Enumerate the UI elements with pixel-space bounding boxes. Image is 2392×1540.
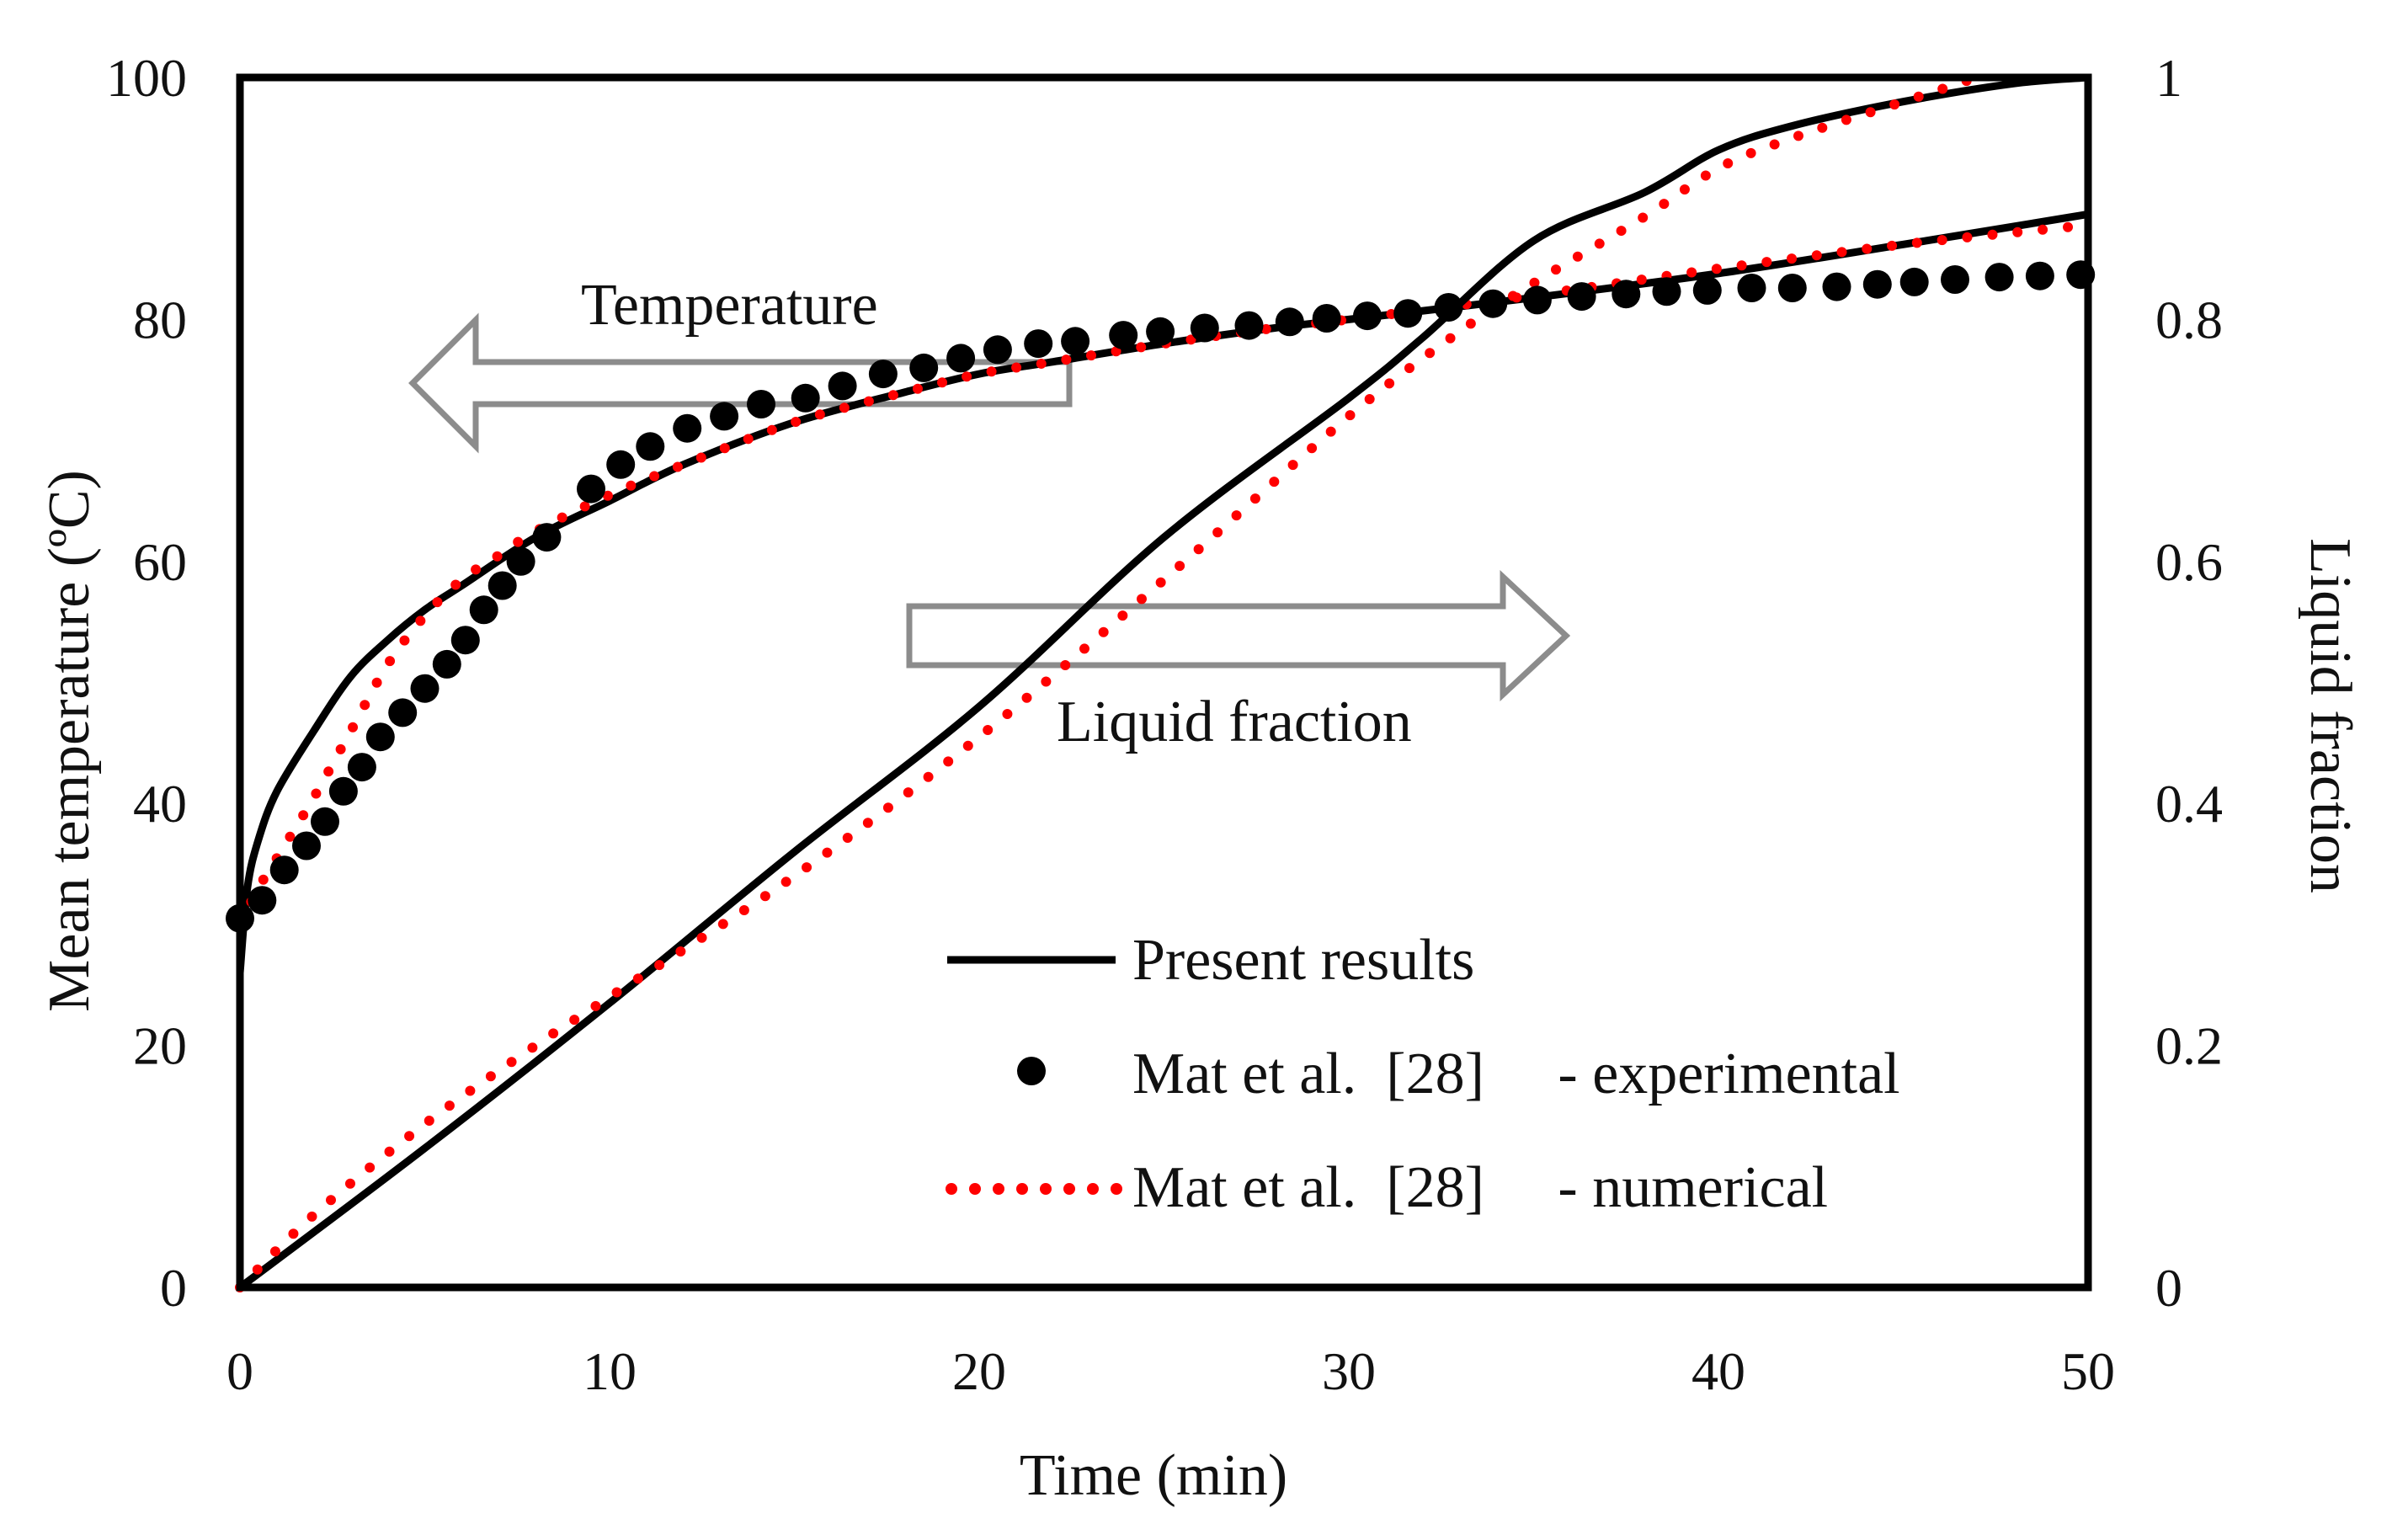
experimental-point-5 <box>328 776 358 806</box>
x-tick-label-40: 40 <box>1691 1341 1745 1401</box>
experimental-point-22 <box>791 383 820 413</box>
y-right-tick-label-0-4: 0.4 <box>2155 774 2223 834</box>
experimental-point-19 <box>673 413 702 443</box>
experimental-point-21 <box>747 390 775 418</box>
legend-red-dot-7 <box>1111 1183 1122 1195</box>
legend: Present results Mat et al. [28] - experi… <box>946 928 1900 1220</box>
experimental-point-11 <box>450 626 480 655</box>
y-left-tick-label-60: 60 <box>133 532 187 592</box>
y-left-tick-label-80: 80 <box>133 290 187 349</box>
experimental-point-32 <box>1190 313 1219 343</box>
liquid-fraction-arrow <box>906 569 1571 702</box>
experimental-point-29 <box>1061 327 1090 356</box>
y-left-tick-label-40: 40 <box>133 774 187 834</box>
legend-label-experimental: Mat et al. [28] - experimental <box>1132 1042 1900 1106</box>
experimental-point-1 <box>248 886 277 915</box>
experimental-point-34 <box>1275 307 1304 337</box>
experimental-point-28 <box>1024 329 1053 359</box>
y-axis-title-left: Mean temperature (ºC) <box>37 470 102 1012</box>
experimental-point-46 <box>1777 274 1807 302</box>
y-right-tick-label-0-2: 0.2 <box>2155 1016 2223 1076</box>
experimental-point-23 <box>828 371 857 401</box>
experimental-point-42 <box>1612 280 1641 309</box>
experimental-point-10 <box>432 649 461 679</box>
experimental-point-47 <box>1822 272 1851 301</box>
tick-labels: 0 10 20 30 40 50 0 20 40 60 80 100 0 0.2 0.4 0.6 0.8 1 <box>106 48 2223 1401</box>
experimental-point-50 <box>1941 265 1969 294</box>
legend-label-numerical: Mat et al. [28] - numerical <box>1132 1155 1828 1220</box>
series-line-liquid-fraction-solid <box>236 73 2092 1292</box>
experimental-point-48 <box>1862 269 1892 299</box>
liquid-fraction-annotation: Liquid fraction <box>1057 690 1412 754</box>
experimental-point-44 <box>1692 275 1722 305</box>
experimental-point-45 <box>1737 274 1766 302</box>
x-tick-label-0: 0 <box>226 1341 253 1401</box>
experimental-point-41 <box>1567 282 1596 312</box>
experimental-point-7 <box>365 722 395 752</box>
experimental-point-37 <box>1393 299 1423 328</box>
legend-red-dot-0 <box>946 1183 957 1195</box>
y-right-tick-label-0-8: 0.8 <box>2155 290 2223 349</box>
experimental-point-14 <box>506 546 535 576</box>
legend-red-dot-4 <box>1040 1183 1052 1195</box>
experimental-point-18 <box>636 432 665 461</box>
experimental-point-13 <box>487 571 517 600</box>
experimental-point-25 <box>909 353 939 382</box>
experimental-point-4 <box>311 807 339 836</box>
x-tick-label-20: 20 <box>952 1341 1006 1401</box>
experimental-point-39 <box>1478 289 1508 318</box>
experimental-point-6 <box>347 753 376 782</box>
legend-red-dot-3 <box>1016 1183 1028 1195</box>
legend-red-dot-1 <box>969 1183 981 1195</box>
series-markers <box>226 260 2096 933</box>
series-line-liquid-fraction-dotted <box>235 72 1983 1292</box>
experimental-point-8 <box>388 698 418 727</box>
legend-label-present-results: Present results <box>1132 928 1474 993</box>
experimental-point-33 <box>1234 311 1264 340</box>
legend-red-dot-5 <box>1063 1183 1075 1195</box>
experimental-point-9 <box>410 674 440 703</box>
experimental-point-15 <box>532 523 562 552</box>
experimental-point-43 <box>1652 277 1681 306</box>
y-left-tick-label-20: 20 <box>133 1016 187 1076</box>
y-left-tick-label-0: 0 <box>160 1258 187 1318</box>
experimental-point-16 <box>577 474 605 504</box>
experimental-point-24 <box>868 360 898 389</box>
experimental-point-26 <box>946 344 976 373</box>
y-right-tick-label-0-6: 0.6 <box>2155 532 2223 592</box>
experimental-point-30 <box>1109 321 1138 350</box>
x-tick-label-10: 10 <box>583 1341 637 1401</box>
x-axis-title: Time (min) <box>1020 1443 1287 1508</box>
y-right-tick-label-0: 0 <box>2155 1258 2182 1318</box>
x-tick-label-30: 30 <box>1322 1341 1376 1401</box>
temperature-annotation: Temperature <box>581 273 878 338</box>
y-left-tick-label-100: 100 <box>106 48 187 108</box>
experimental-point-52 <box>2025 261 2054 290</box>
temperature-arrow <box>408 312 1073 454</box>
experimental-point-3 <box>292 831 321 861</box>
experimental-point-27 <box>983 335 1012 365</box>
legend-red-dot-6 <box>1087 1183 1099 1195</box>
experimental-point-20 <box>710 402 739 431</box>
y-right-tick-label-1: 1 <box>2155 48 2182 108</box>
legend-swatch-experimental <box>1017 1057 1046 1085</box>
experimental-point-36 <box>1353 301 1382 331</box>
plot-frame <box>236 73 2092 1292</box>
experimental-point-12 <box>469 595 498 625</box>
experimental-point-49 <box>1899 267 1929 296</box>
y-axis-title-right: Liquid fraction <box>2298 538 2363 893</box>
experimental-point-38 <box>1434 293 1463 322</box>
legend-swatch-numerical <box>946 1183 1122 1195</box>
legend-red-dot-2 <box>993 1183 1004 1195</box>
experimental-point-40 <box>1522 285 1552 315</box>
x-tick-label-50: 50 <box>2061 1341 2115 1401</box>
experimental-point-51 <box>1984 263 2014 292</box>
experimental-point-2 <box>269 855 299 885</box>
experimental-point-31 <box>1146 317 1175 346</box>
experimental-point-17 <box>606 450 636 479</box>
experimental-point-35 <box>1312 304 1341 333</box>
